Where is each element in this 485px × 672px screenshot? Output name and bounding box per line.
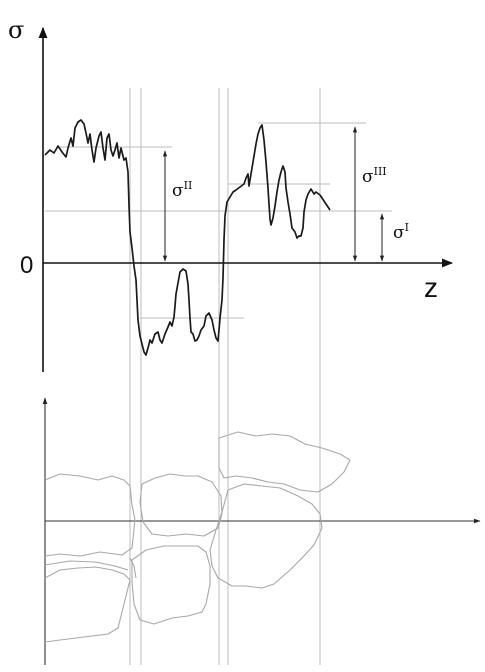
grain-middle-right	[209, 483, 323, 589]
axes	[38, 26, 454, 372]
grain-lower-left	[44, 566, 131, 643]
sigma-axis-label: σ	[8, 16, 24, 44]
grain-edge-2	[129, 557, 137, 579]
grain-edge-1	[44, 560, 129, 571]
stress-curve	[44, 119, 331, 356]
dimension-arrows	[162, 126, 385, 262]
boundary-guides	[129, 88, 321, 665]
sigma-three-label: σIII	[362, 165, 387, 187]
sigma-one-label: σI	[393, 221, 409, 243]
sigma-two-label: σII	[172, 179, 192, 201]
grain-top-left	[44, 473, 136, 557]
grain-top-center	[139, 473, 223, 537]
grain-outlines	[44, 431, 351, 643]
z-axis-label: z	[424, 272, 438, 303]
origin-label: 0	[20, 252, 33, 279]
microstructure-axes	[42, 397, 481, 665]
grain-top-right	[218, 431, 351, 493]
grain-lower-center	[131, 545, 211, 625]
